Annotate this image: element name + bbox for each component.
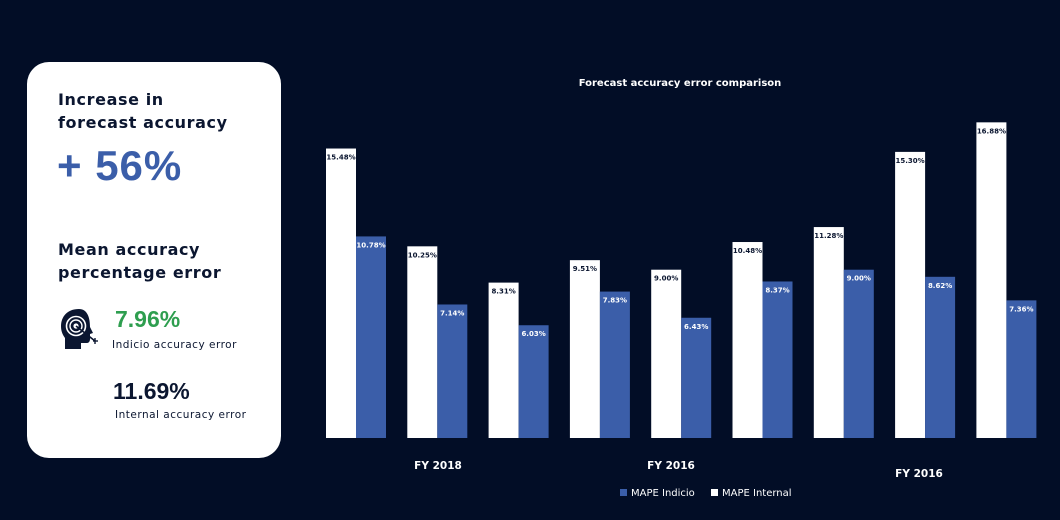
bar-mape-indicio [1006,300,1037,438]
x-group-label: FY 2016 [647,460,695,472]
accuracy-increase-value: + 56% [57,142,183,189]
bar-mape-internal [407,246,438,438]
bar-mape-indicio [843,269,874,438]
data-label-indicio: 7.83% [603,297,627,305]
x-group-label: FY 2016 [895,468,943,480]
data-label-indicio: 6.43% [684,323,708,331]
data-label-indicio: 7.36% [1009,305,1033,313]
bar-mape-internal [895,151,926,438]
chart-title: Forecast accuracy error comparison [579,78,782,89]
data-label-internal: 16.88% [977,127,1006,135]
bar-mape-indicio [762,281,793,438]
data-label-internal: 10.25% [408,251,437,259]
data-label-internal: 9.51% [573,265,597,273]
data-label-internal: 10.48% [733,247,762,255]
data-label-indicio: 7.14% [440,309,464,317]
bar-mape-internal [732,242,763,438]
x-group-label: FY 2018 [414,460,462,472]
bar-mape-internal [326,148,356,439]
bar-mape-internal [651,269,682,438]
summary-card: Increase in forecast accuracy + 56% Mean… [27,62,281,458]
bar-mape-indicio [925,276,956,438]
head-target-icon [57,305,103,353]
mean-error-heading: Mean accuracy percentage error [58,240,222,282]
data-label-indicio: 6.03% [521,330,545,338]
data-label-indicio: 8.62% [928,282,952,290]
legend-label-indicio: MAPE Indicio [631,488,695,499]
data-label-internal: 15.30% [896,157,925,165]
bar-mape-internal [813,227,844,438]
bar-mape-indicio [518,325,549,438]
data-label-internal: 11.28% [814,232,843,240]
data-label-internal: 8.31% [491,288,515,296]
data-label-internal: 9.00% [654,275,678,283]
bar-mape-internal [976,122,1007,439]
data-label-indicio: 9.00% [847,275,871,283]
data-label-indicio: 8.37% [765,286,789,294]
internal-error-value: 11.69% [113,378,190,404]
bar-mape-indicio [356,236,386,438]
bar-mape-internal [569,260,600,438]
data-label-internal: 15.48% [326,154,355,162]
data-label-indicio: 10.78% [356,241,385,249]
bar-mape-indicio [599,291,630,438]
bar-mape-indicio [437,304,468,438]
legend-swatch-internal [711,489,718,496]
bar-mape-indicio [681,317,712,438]
legend-label-internal: MAPE Internal [722,488,792,499]
internal-error-label: Internal accuracy error [115,409,247,421]
indicio-error-value: 7.96% [115,306,181,332]
indicio-error-label: Indicio accuracy error [112,339,237,351]
accuracy-increase-heading: Increase in forecast accuracy [58,90,228,132]
forecast-error-bar-chart: Forecast accuracy error comparison 15.48%… [326,78,1037,499]
legend-swatch-indicio [620,489,627,496]
bar-mape-internal [488,282,519,438]
